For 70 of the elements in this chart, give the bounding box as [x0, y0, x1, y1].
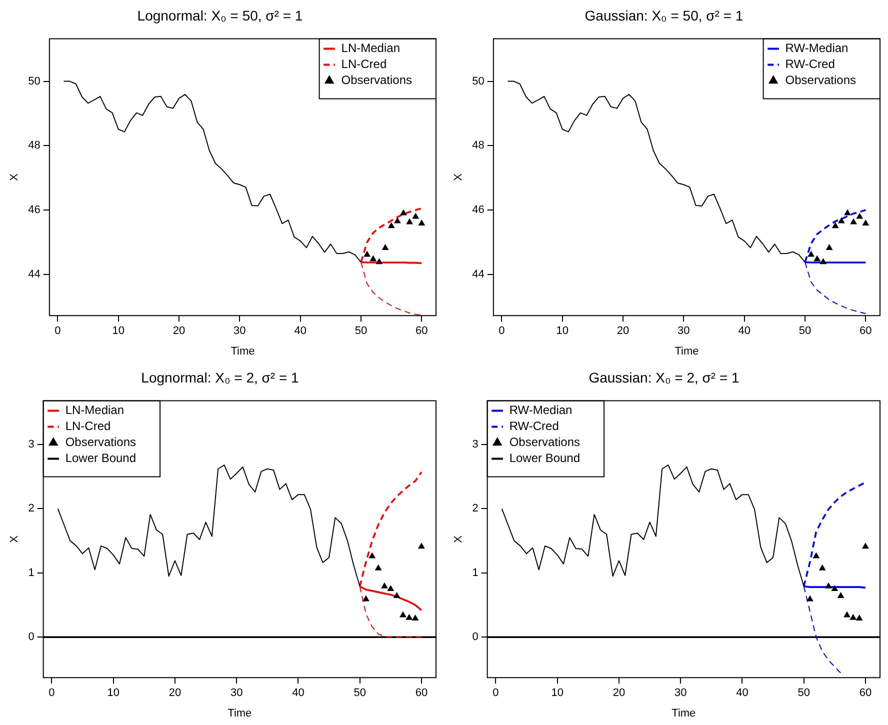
legend-label: LN-Median: [341, 41, 400, 56]
y-tick-label: 0: [472, 631, 478, 644]
y-axis-title: X: [8, 534, 21, 543]
x-tick-label: 30: [674, 687, 687, 700]
x-axis-title: Time: [674, 345, 699, 358]
y-tick-label: 3: [472, 438, 478, 451]
x-tick-label: 0: [498, 325, 505, 338]
x-tick-label: 0: [48, 687, 55, 700]
chart-title: Gaussian: X₀ = 2, σ² = 1: [588, 369, 740, 386]
legend-label: RW-Median: [785, 41, 848, 56]
x-tick-label: 50: [798, 325, 812, 338]
x-tick-label: 50: [798, 687, 810, 700]
y-tick-label: 44: [472, 268, 484, 280]
x-tick-label: 10: [556, 325, 568, 338]
x-tick-label: 60: [859, 687, 872, 700]
y-tick-label: 46: [28, 204, 40, 216]
x-tick-label: 40: [294, 325, 306, 338]
y-tick-label: 50: [472, 75, 484, 88]
y-tick-label: 48: [28, 140, 40, 152]
x-tick-label: 40: [738, 325, 750, 338]
legend-label: Lower Bound: [509, 451, 580, 466]
x-tick-label: 50: [354, 687, 366, 700]
y-axis-title: X: [452, 534, 465, 543]
x-tick-label: 30: [230, 687, 243, 700]
x-tick-label: 30: [678, 325, 690, 338]
legend-label: Observations: [785, 73, 856, 88]
legend-label: Observations: [65, 435, 136, 450]
x-tick-label: 40: [736, 687, 748, 700]
chart-title: Lognormal: X₀ = 50, σ² = 1: [137, 7, 303, 24]
x-tick-label: 60: [416, 325, 428, 338]
legend-label: LN-Median: [65, 403, 124, 418]
y-tick-label: 44: [28, 268, 40, 280]
x-tick-label: 60: [415, 687, 428, 700]
x-tick-label: 20: [616, 325, 630, 338]
x-tick-label: 60: [860, 325, 872, 338]
legend-label: Lower Bound: [65, 451, 136, 466]
x-tick-label: 10: [112, 325, 124, 338]
y-tick-label: 1: [472, 566, 478, 579]
legend-label: RW-Cred: [509, 419, 559, 434]
y-tick-label: 2: [28, 502, 34, 515]
x-tick-label: 40: [292, 687, 304, 700]
y-tick-label: 1: [28, 566, 34, 579]
legend-label: Observations: [341, 73, 412, 88]
y-tick-label: 50: [28, 75, 40, 88]
y-axis-title: X: [452, 172, 465, 181]
x-tick-label: 0: [54, 325, 61, 338]
y-tick-label: 48: [472, 140, 484, 152]
chart-title: Gaussian: X₀ = 50, σ² = 1: [584, 7, 744, 24]
y-axis-title: X: [8, 172, 21, 181]
legend-label: LN-Cred: [65, 419, 111, 434]
legend-label: RW-Median: [509, 403, 572, 418]
x-tick-label: 20: [168, 687, 182, 700]
x-axis-title: Time: [228, 707, 252, 720]
x-tick-label: 10: [551, 687, 564, 700]
x-axis-title: Time: [672, 707, 696, 720]
y-tick-label: 46: [472, 204, 484, 216]
x-tick-label: 10: [107, 687, 120, 700]
legend-label: LN-Cred: [341, 57, 387, 72]
x-tick-label: 50: [354, 325, 368, 338]
y-tick-label: 3: [28, 438, 34, 451]
y-tick-label: 2: [472, 502, 478, 515]
legend-label: Observations: [509, 435, 580, 450]
x-axis-title: Time: [230, 345, 255, 358]
x-tick-label: 20: [172, 325, 186, 338]
legend-label: RW-Cred: [785, 57, 835, 72]
y-tick-label: 0: [28, 631, 34, 644]
x-tick-label: 20: [612, 687, 626, 700]
x-tick-label: 0: [492, 687, 499, 700]
chart-title: Lognormal: X₀ = 2, σ² = 1: [141, 369, 300, 386]
x-tick-label: 30: [234, 325, 246, 338]
